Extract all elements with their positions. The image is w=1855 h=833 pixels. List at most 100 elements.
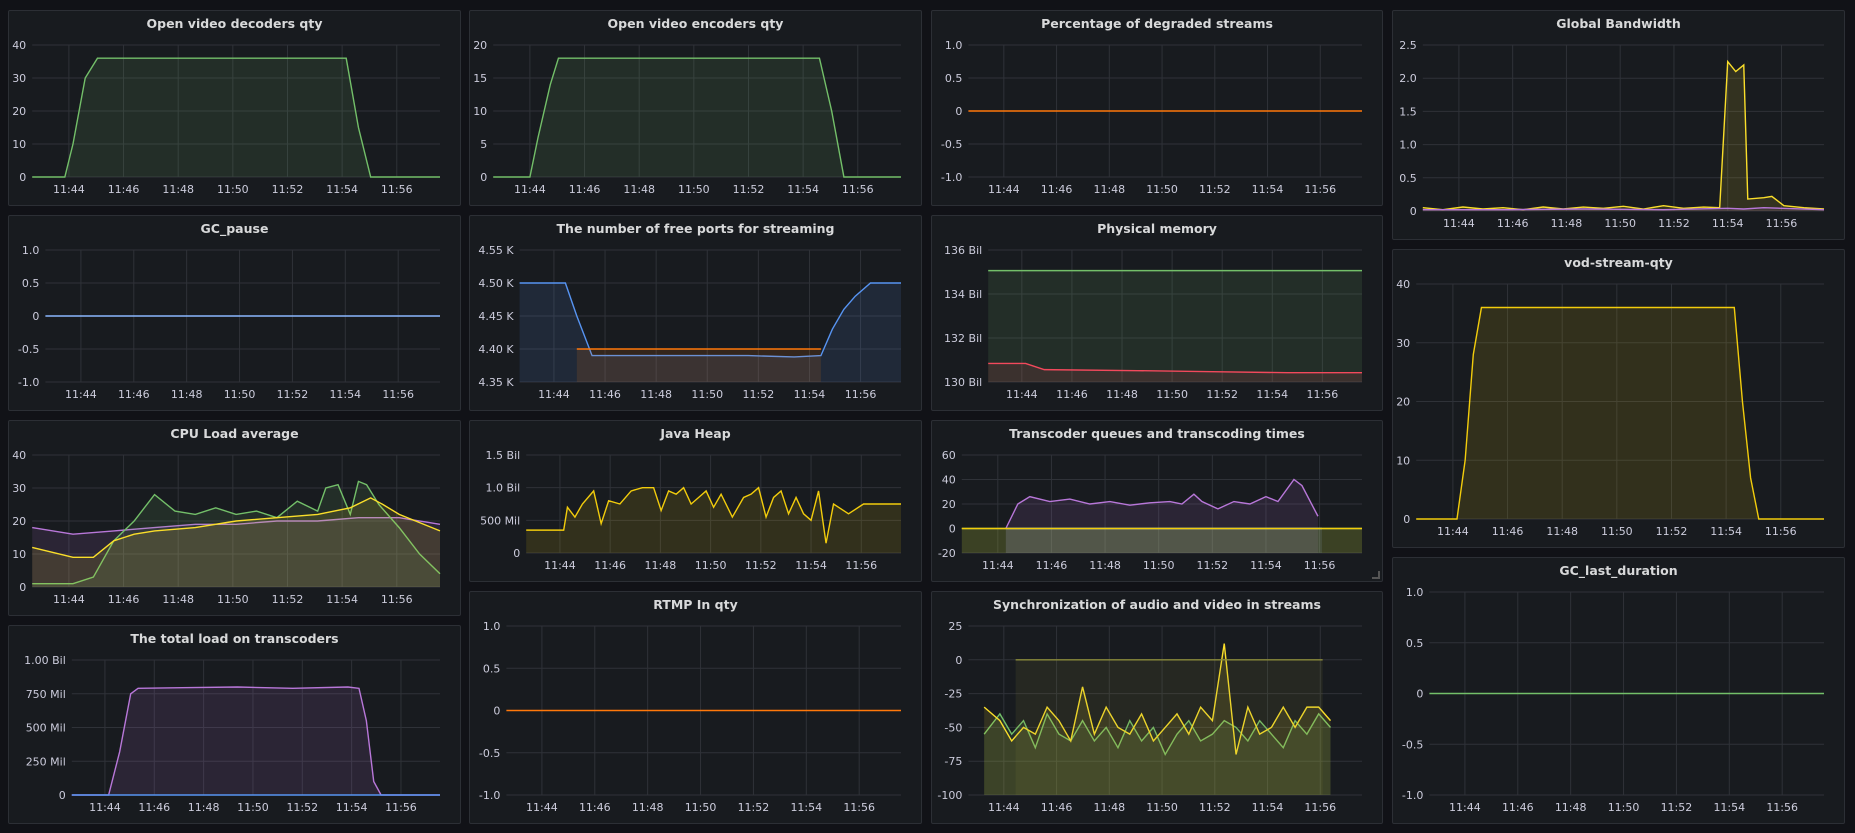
series-line — [1422, 206, 1825, 211]
panel-title[interactable]: Transcoder queues and transcoding times — [1009, 426, 1305, 441]
y-tick-label: 40 — [12, 39, 26, 52]
series-area — [1015, 659, 1323, 795]
panel-open-video-decoders-qty[interactable]: 40 30 20 10 0 11:44 11:46 11:48 11:50 11:52 11:54 1… — [8, 10, 461, 206]
x-tick-label: 11:52 — [745, 559, 777, 572]
panel-title[interactable]: CPU Load average — [170, 426, 299, 441]
panel-title[interactable]: Percentage of degraded streams — [1041, 16, 1273, 31]
x-tick-label: 11:44 — [538, 388, 570, 401]
panel-cpu-load-average[interactable]: 40 30 20 10 0 11:44 11:46 11:48 11:50 11:52 11:54 1… — [8, 420, 461, 616]
series-area — [988, 270, 1362, 382]
panel-title[interactable]: The number of free ports for streaming — [556, 221, 835, 236]
series-line — [1416, 306, 1824, 520]
panel-title[interactable]: Open video encoders qty — [607, 16, 784, 31]
x-tick-label: 11:52 — [1661, 801, 1693, 814]
panel-title[interactable]: Synchronization of audio and video in st… — [993, 597, 1321, 612]
x-tick-label: 11:44 — [1437, 525, 1469, 538]
x-tick-label: 11:46 — [108, 593, 140, 606]
panel-free-ports-for-streaming[interactable]: 4.55 K 4.50 K 4.45 K 4.40 K 4.35 K 11:44 11:46… — [469, 215, 922, 411]
panel-title[interactable]: RTMP In qty — [653, 597, 738, 612]
series-area — [988, 363, 1362, 382]
chart-svg: 4.55 K 4.50 K 4.45 K 4.40 K 4.35 K 11:44 11:46… — [478, 244, 901, 401]
x-tick-label: 11:50 — [1608, 801, 1640, 814]
x-tick-label: 11:56 — [843, 801, 875, 814]
x-tick-label: 11:52 — [286, 801, 318, 814]
x-tick-label: 11:44 — [514, 183, 546, 196]
panel-title[interactable]: The total load on transcoders — [130, 631, 339, 646]
x-tick-label: 11:54 — [1713, 801, 1745, 814]
x-tick-label: 11:54 — [1252, 183, 1284, 196]
x-tick-label: 11:56 — [845, 388, 877, 401]
panel-java-heap[interactable]: 1.5 Bil 1.0 Bil 500 Mil 0 11:44 11:46 11:48 11:… — [469, 420, 922, 582]
x-tick-label: 11:52 — [738, 801, 770, 814]
x-tick-label: 11:56 — [1304, 801, 1336, 814]
y-tick-label: 0 — [1410, 205, 1417, 218]
y-tick-label: 5 — [480, 138, 487, 151]
x-tick-label: 11:48 — [1093, 183, 1125, 196]
panel-percentage-of-degraded-streams[interactable]: 1.0 0.5 0 -0.5 -1.0 11:44 11:46 11:48 11:50 11:52… — [931, 10, 1383, 206]
panel-total-load-on-transcoders[interactable]: 1.00 Bil 750 Mil 500 Mil 250 Mil 0 11:44 11:46… — [8, 625, 461, 824]
y-tick-label: 136 Bil — [944, 244, 982, 257]
x-tick-label: 11:50 — [224, 388, 256, 401]
y-tick-label: 40 — [942, 474, 956, 487]
panel-vod-stream-qty[interactable]: 40 30 20 10 0 11:44 11:46 11:48 11:50 11:52 11:54 1… — [1392, 249, 1845, 548]
y-tick-label: -0.5 — [941, 138, 962, 151]
series-line — [1005, 478, 1319, 529]
panel-title[interactable]: GC_pause — [200, 221, 269, 236]
x-tick-label: 11:48 — [171, 388, 203, 401]
series-line — [983, 712, 1332, 756]
x-tick-label: 11:56 — [381, 593, 413, 606]
x-tick-label: 11:50 — [237, 801, 269, 814]
panel-title[interactable]: Physical memory — [1097, 221, 1217, 236]
x-tick-label: 11:48 — [645, 559, 677, 572]
panel-title[interactable]: vod-stream-qty — [1564, 255, 1673, 270]
x-tick-label: 11:46 — [118, 388, 150, 401]
x-tick-label: 11:54 — [1250, 559, 1282, 572]
y-tick-label: 30 — [12, 482, 26, 495]
y-tick-label: 4.50 K — [478, 277, 514, 290]
y-tick-label: 0 — [19, 171, 26, 184]
panel-physical-memory[interactable]: 136 Bil 134 Bil 132 Bil 130 Bil 11:44 11:46 11… — [931, 215, 1383, 411]
x-tick-label: 11:50 — [695, 559, 727, 572]
series-area — [493, 58, 901, 178]
x-tick-label: 11:50 — [685, 801, 717, 814]
x-tick-label: 11:52 — [277, 388, 309, 401]
panel-title[interactable]: Open video decoders qty — [146, 16, 323, 31]
x-tick-label: 11:44 — [544, 559, 576, 572]
x-tick-label: 11:52 — [1206, 388, 1238, 401]
resize-handle[interactable] — [1372, 571, 1380, 579]
series-area — [526, 487, 901, 553]
panel-global-bandwidth[interactable]: 2.5 2.0 1.5 1.0 0.5 0 11:44 11:46 11:48 11:50 11:5… — [1392, 10, 1845, 240]
series-area — [961, 528, 1362, 553]
panel-gc-pause[interactable]: 1.0 0.5 0 -0.5 -1.0 11:44 11:46 11:48 11:50 11:52… — [8, 215, 461, 411]
x-tick-label: 11:48 — [162, 593, 194, 606]
x-tick-label: 11:48 — [1555, 801, 1587, 814]
y-tick-label: 1.0 — [1406, 586, 1424, 599]
y-tick-label: 1.5 — [1399, 105, 1417, 118]
y-tick-label: 0 — [513, 547, 520, 560]
panel-sync-audio-video[interactable]: 25 0 -25 -50 -75 -100 11:44 11:46 11:48 11:50 11:5… — [931, 591, 1383, 824]
chart-svg: 1.0 0.5 0 -0.5 -1.0 11:44 11:46 11:48 11:50 11:52… — [18, 244, 440, 401]
x-tick-label: 11:54 — [1710, 525, 1742, 538]
panel-title[interactable]: Java Heap — [660, 426, 731, 441]
x-tick-label: 11:48 — [1546, 525, 1578, 538]
panel-title[interactable]: Global Bandwidth — [1556, 16, 1681, 31]
x-tick-label: 11:44 — [53, 593, 85, 606]
panel-gc-last-duration[interactable]: 1.0 0.5 0 -0.5 -1.0 11:44 11:46 11:48 11:50 11:52… — [1392, 557, 1845, 824]
y-tick-label: 40 — [12, 449, 26, 462]
panel-transcoder-queues[interactable]: 60 40 20 0 -20 11:44 11:46 11:48 11:50 11:52 11:54… — [931, 420, 1383, 582]
panel-title[interactable]: GC_last_duration — [1559, 563, 1678, 578]
y-tick-label: 0 — [1416, 688, 1423, 701]
x-tick-label: 11:54 — [795, 559, 827, 572]
x-tick-label: 11:46 — [569, 183, 601, 196]
y-tick-label: 1.5 Bil — [486, 449, 521, 462]
y-tick-label: -1.0 — [1402, 789, 1423, 802]
y-tick-label: 0 — [59, 789, 66, 802]
x-tick-label: 11:48 — [632, 801, 664, 814]
series-line — [32, 516, 441, 535]
y-tick-label: 1.0 — [22, 244, 40, 257]
x-tick-label: 11:44 — [526, 801, 558, 814]
panel-open-video-encoders-qty[interactable]: 20 15 10 5 0 11:44 11:46 11:48 11:50 11:52 11:54 11… — [469, 10, 922, 206]
series-area — [1005, 479, 1318, 553]
y-tick-label: 132 Bil — [944, 332, 982, 345]
panel-rtmp-in-qty[interactable]: 1.0 0.5 0 -0.5 -1.0 11:44 11:46 11:48 11:50 11:52… — [469, 591, 922, 824]
